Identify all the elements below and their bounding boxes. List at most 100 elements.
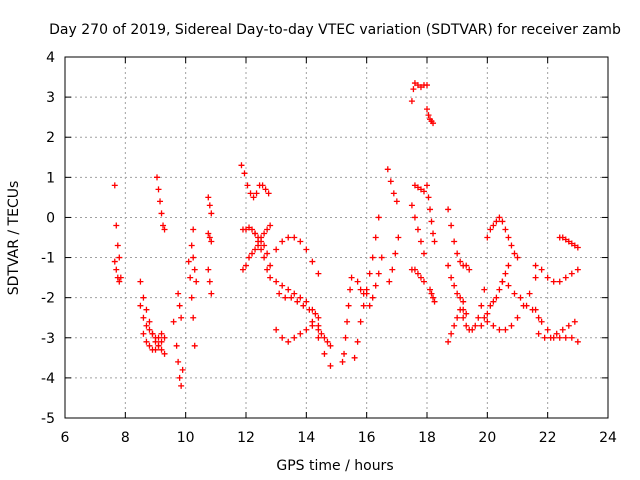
data-point <box>571 242 578 249</box>
data-point <box>190 226 197 233</box>
grid <box>65 57 608 418</box>
series-arc-12 <box>205 194 215 217</box>
data-point <box>559 234 566 241</box>
data-point <box>357 286 364 293</box>
data-point <box>114 242 121 249</box>
data-point <box>502 270 509 277</box>
data-point <box>454 290 461 297</box>
data-point <box>146 318 153 325</box>
data-point <box>160 222 167 229</box>
data-point <box>208 290 215 297</box>
data-point <box>547 334 554 341</box>
data-point <box>559 326 566 333</box>
data-point <box>344 318 351 325</box>
data-point <box>303 326 310 333</box>
data-point <box>285 338 292 345</box>
series-arc-37 <box>427 286 438 305</box>
x-axis-ticks: 6 8 10 12 14 16 18 20 22 24 <box>61 57 617 446</box>
data-point <box>425 194 432 201</box>
data-point <box>205 266 212 273</box>
data-point <box>339 358 346 365</box>
series-arc-40 <box>445 306 470 345</box>
x-tick-label: 24 <box>599 430 617 446</box>
data-point <box>267 222 274 229</box>
data-point <box>291 234 298 241</box>
data-point <box>514 254 521 261</box>
data-point <box>544 326 551 333</box>
data-point <box>140 294 147 301</box>
data-point <box>535 330 542 337</box>
data-point <box>490 222 497 229</box>
data-point <box>484 234 491 241</box>
data-point <box>411 266 418 273</box>
data-point <box>424 182 430 189</box>
data-point <box>568 270 575 277</box>
data-point <box>463 310 470 317</box>
data-point <box>369 294 376 301</box>
series-arc-47 <box>532 306 581 345</box>
y-tick-label: 2 <box>46 130 55 146</box>
series-arc-49 <box>556 234 581 251</box>
series-arc-36 <box>424 182 438 245</box>
data-point <box>478 322 485 329</box>
series-arc-26 <box>351 290 370 361</box>
series-arc-44 <box>484 274 539 333</box>
data-point <box>265 190 272 197</box>
data-point <box>505 262 512 269</box>
data-point <box>348 274 355 281</box>
series-arc-45 <box>499 278 542 321</box>
y-axis-label: SDTVAR / TECUs <box>6 181 22 296</box>
data-point <box>430 294 437 301</box>
data-point <box>113 222 120 229</box>
data-point <box>261 242 268 249</box>
data-point <box>393 198 400 205</box>
data-point <box>206 202 213 209</box>
data-point <box>445 206 452 213</box>
data-point <box>262 186 269 193</box>
series-arc-46 <box>532 262 581 285</box>
data-point <box>178 314 185 321</box>
data-point <box>526 290 533 297</box>
data-point <box>309 258 316 265</box>
data-point <box>342 334 349 341</box>
data-point <box>556 278 563 285</box>
series-arc-8 <box>175 290 185 321</box>
data-point <box>176 302 183 309</box>
data-point <box>149 330 156 337</box>
data-point <box>451 322 458 329</box>
data-point <box>261 230 268 237</box>
data-point <box>499 278 506 285</box>
x-tick-label: 14 <box>297 430 315 446</box>
data-point <box>568 334 575 341</box>
data-point <box>264 226 271 233</box>
data-point <box>327 342 334 349</box>
data-point <box>366 270 373 277</box>
data-point <box>448 222 455 229</box>
data-point <box>505 282 512 289</box>
data-point <box>247 190 254 197</box>
data-point <box>279 282 286 289</box>
data-point <box>315 314 322 321</box>
data-point <box>187 274 194 281</box>
x-tick-label: 18 <box>418 430 436 446</box>
data-point <box>511 290 518 297</box>
data-point <box>481 286 488 293</box>
data-point <box>324 338 331 345</box>
data-point <box>424 106 430 113</box>
data-point <box>496 326 503 333</box>
data-point <box>303 298 310 305</box>
data-point <box>205 194 212 201</box>
data-point <box>306 306 313 313</box>
data-point <box>309 318 316 325</box>
data-point <box>457 294 464 301</box>
data-point <box>574 338 581 345</box>
data-point <box>276 290 283 297</box>
data-point <box>357 318 364 325</box>
data-point <box>315 270 322 277</box>
data-point <box>565 238 572 245</box>
data-point <box>490 298 497 305</box>
data-point <box>188 294 195 301</box>
y-tick-label: -4 <box>41 371 55 387</box>
data-point <box>318 330 325 337</box>
data-point <box>538 266 545 273</box>
